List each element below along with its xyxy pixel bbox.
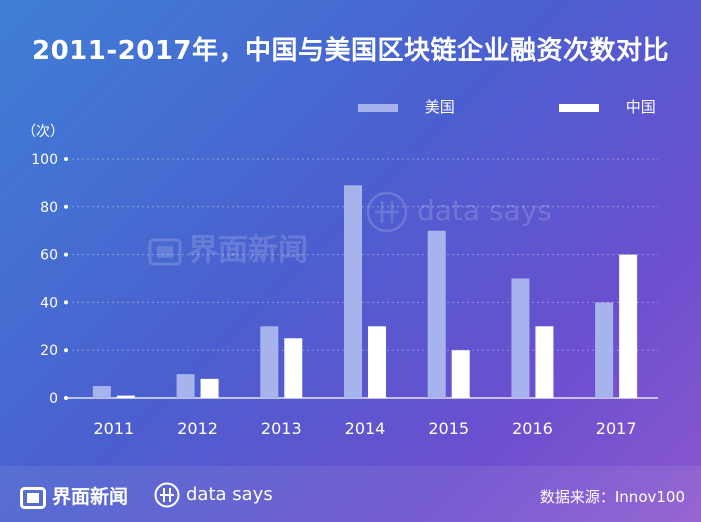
y-tick-dot xyxy=(64,348,68,353)
legend-swatch-cn xyxy=(559,103,599,112)
chart-title: 2011-2017年，中国与美国区块链企业融资次数对比 xyxy=(31,36,670,66)
x-tick-label: 2011 xyxy=(93,419,134,438)
y-tick-label: 80 xyxy=(40,200,58,216)
y-tick-label: 0 xyxy=(49,391,58,407)
bar-us xyxy=(595,302,614,398)
y-tick-dot xyxy=(64,157,68,161)
bar-cn xyxy=(284,338,303,398)
legend-swatch-us xyxy=(358,103,398,112)
bar-chart: 0 20 40 60 80 100 2011 2012 2013 2014 2015 2016 2017 xyxy=(31,152,638,438)
bar-us xyxy=(92,386,111,398)
legend-label-us: 美国 xyxy=(424,98,455,116)
bar-us xyxy=(511,278,530,398)
x-tick-label: 2013 xyxy=(261,419,302,438)
bar-us xyxy=(344,185,362,398)
bar-cn xyxy=(535,326,554,398)
x-tick-label: 2015 xyxy=(428,419,469,438)
bar-cn xyxy=(619,254,638,398)
y-tick-dot xyxy=(64,300,68,305)
datasays-logo-icon xyxy=(154,482,180,508)
x-tick-label: 2017 xyxy=(596,419,637,438)
y-tick-label: 60 xyxy=(40,248,58,264)
jiemian-logo-icon xyxy=(148,238,182,265)
data-source: 数据来源：Innov100 xyxy=(539,488,685,506)
bar-cn xyxy=(451,350,470,398)
watermark-datasays: data says xyxy=(365,190,552,234)
legend-label-cn: 中国 xyxy=(625,98,656,116)
jiemian-logo-icon xyxy=(20,486,46,509)
bar-cn xyxy=(116,395,135,398)
legend-item-cn: 中国 xyxy=(559,96,656,116)
watermark-jiemian: 界面新闻 xyxy=(148,225,308,269)
y-tick-label: 20 xyxy=(40,343,58,359)
x-tick-label: 2016 xyxy=(512,419,553,438)
y-tick-label: 100 xyxy=(31,152,58,168)
y-tick-dot xyxy=(64,252,68,257)
legend-item-us: 美国 xyxy=(358,96,455,116)
brand-jiemian: 界面新闻 xyxy=(20,482,128,509)
y-axis-unit: （次） xyxy=(22,124,64,140)
bar-us xyxy=(176,374,195,398)
bar-cn xyxy=(200,378,219,398)
datasays-logo-icon xyxy=(366,191,408,233)
x-tick-label: 2014 xyxy=(345,419,386,438)
bar-us xyxy=(427,230,446,398)
y-tick-label: 40 xyxy=(40,295,58,311)
footer: 界面新闻 data says 数据来源：Innov100 xyxy=(0,466,701,522)
x-tick-label: 2012 xyxy=(177,419,218,438)
bar-cn xyxy=(368,326,386,398)
brand-datasays: data says xyxy=(154,482,273,508)
y-tick-dot xyxy=(64,204,68,209)
bar-us xyxy=(260,326,279,398)
